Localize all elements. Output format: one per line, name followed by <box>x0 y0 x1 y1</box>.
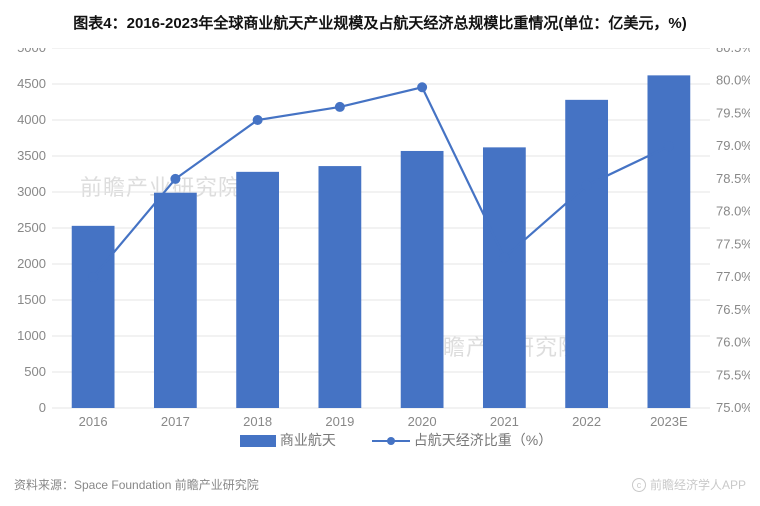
svg-text:1500: 1500 <box>17 292 46 307</box>
bar <box>483 147 526 408</box>
svg-text:79.0%: 79.0% <box>716 138 750 153</box>
line-marker <box>88 272 98 282</box>
svg-text:3000: 3000 <box>17 184 46 199</box>
bar-swatch-icon <box>240 435 276 447</box>
legend: 商业航天 占航天经济比重（%） <box>240 430 552 450</box>
svg-text:4000: 4000 <box>17 112 46 127</box>
svg-text:4500: 4500 <box>17 76 46 91</box>
svg-text:80.5%: 80.5% <box>716 48 750 55</box>
source-text: 资料来源：Space Foundation 前瞻产业研究院 <box>14 476 259 493</box>
copyright-label: 前瞻经济学人APP <box>650 476 746 493</box>
svg-text:1000: 1000 <box>17 328 46 343</box>
bar <box>565 100 608 408</box>
line-marker <box>253 115 263 125</box>
line-marker <box>582 180 592 190</box>
svg-text:75.0%: 75.0% <box>716 400 750 415</box>
copyright-icon: c <box>632 478 646 492</box>
svg-text:76.5%: 76.5% <box>716 302 750 317</box>
svg-text:2022: 2022 <box>572 414 601 429</box>
line-marker <box>335 102 345 112</box>
svg-text:78.0%: 78.0% <box>716 204 750 219</box>
legend-label: 商业航天 <box>280 432 336 448</box>
svg-text:2021: 2021 <box>490 414 519 429</box>
combo-chart: 0 500 1000 1500 2000 2500 3000 3500 4000 4500 5000… <box>12 48 750 448</box>
svg-text:0: 0 <box>39 400 46 415</box>
legend-item-line: 占航天经济比重（%） <box>372 430 552 450</box>
svg-text:3500: 3500 <box>17 148 46 163</box>
svg-text:5000: 5000 <box>17 48 46 55</box>
legend-label: 占航天经济比重（%） <box>414 432 552 448</box>
svg-text:77.5%: 77.5% <box>716 236 750 251</box>
svg-text:76.0%: 76.0% <box>716 335 750 350</box>
copyright-text: c 前瞻经济学人APP <box>632 476 746 493</box>
svg-text:2500: 2500 <box>17 220 46 235</box>
legend-item-bar: 商业航天 <box>240 430 336 450</box>
bar <box>647 75 690 408</box>
line-marker <box>499 252 509 262</box>
bar <box>72 226 115 408</box>
svg-text:2000: 2000 <box>17 256 46 271</box>
svg-text:75.5%: 75.5% <box>716 367 750 382</box>
line-marker <box>170 174 180 184</box>
svg-text:2019: 2019 <box>325 414 354 429</box>
svg-text:2023E: 2023E <box>650 414 688 429</box>
line-marker <box>417 82 427 92</box>
bar <box>401 151 444 408</box>
svg-text:2020: 2020 <box>408 414 437 429</box>
chart-title: 图表4：2016-2023年全球商业航天产业规模及占航天经济总规模比重情况(单位… <box>0 12 760 33</box>
bar <box>236 172 279 408</box>
bar <box>154 193 197 408</box>
line-swatch-icon <box>372 435 410 447</box>
svg-text:77.0%: 77.0% <box>716 269 750 284</box>
svg-text:79.5%: 79.5% <box>716 105 750 120</box>
svg-text:80.0%: 80.0% <box>716 73 750 88</box>
svg-text:2016: 2016 <box>79 414 108 429</box>
line-marker <box>664 141 674 151</box>
svg-text:500: 500 <box>24 364 46 379</box>
bar <box>318 166 361 408</box>
svg-text:2018: 2018 <box>243 414 272 429</box>
svg-text:2017: 2017 <box>161 414 190 429</box>
svg-text:78.5%: 78.5% <box>716 171 750 186</box>
